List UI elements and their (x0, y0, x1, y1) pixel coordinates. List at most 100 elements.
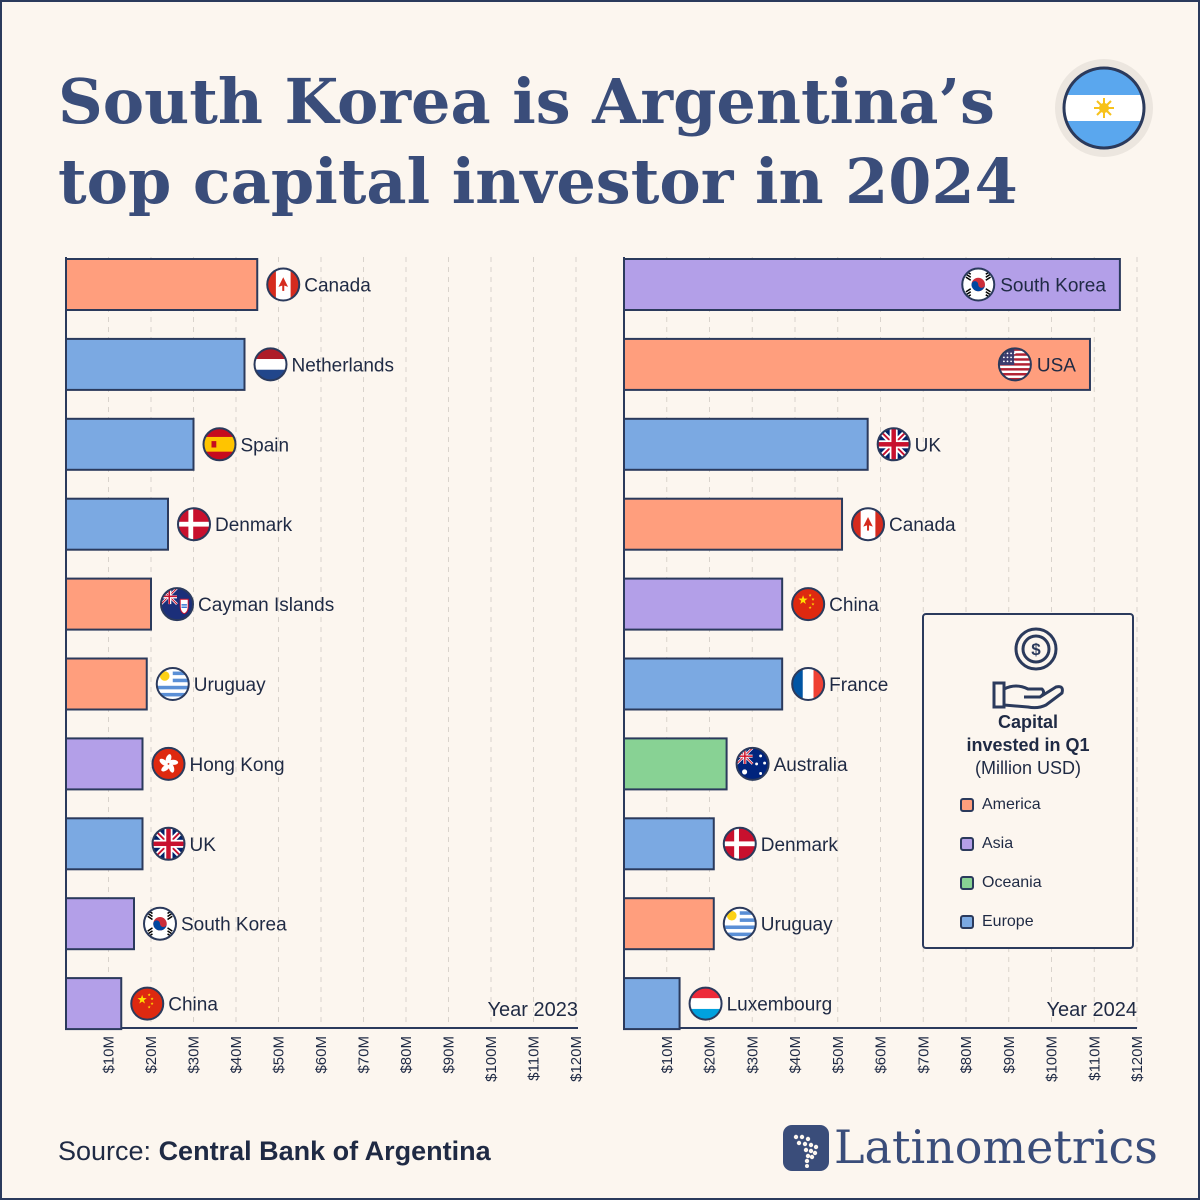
label-denmark: Denmark (761, 835, 839, 856)
legend-label-oceania: Oceania (982, 874, 1042, 891)
tick-label: $70M (356, 1036, 373, 1074)
page-title: South Korea is Argentina’s top capital i… (58, 62, 1018, 222)
bar-australia (623, 737, 728, 791)
legend-title: Capital invested in Q1 (Million USD) (924, 711, 1132, 780)
tick-label: $50M (830, 1036, 847, 1074)
label-uk: UK (915, 435, 942, 456)
latinometrics-logo-icon (783, 1125, 829, 1171)
bar-canada (65, 258, 259, 311)
legend-item-europe: Europe (960, 912, 1034, 932)
tick-label: $80M (398, 1036, 415, 1074)
coin-in-hand-icon: $ (992, 627, 1064, 710)
tick-label: $80M (958, 1036, 975, 1074)
spain-flag-icon (202, 427, 237, 462)
canada-flag-icon (266, 267, 301, 302)
legend-swatch-asia (960, 837, 974, 851)
legend-title-line-1: Capital (997, 712, 1058, 732)
tick-label: $120M (1129, 1036, 1146, 1082)
bar-hong-kong (65, 737, 144, 791)
bar-denmark (623, 817, 715, 871)
label-uk: UK (190, 835, 217, 856)
chart-year-2023: Canada Netherlands Spain Denmark Cayman Isla… (65, 257, 585, 1082)
label-uruguay: Uruguay (761, 915, 833, 936)
legend-label-asia: Asia (982, 835, 1014, 852)
svg-text:$: $ (1031, 640, 1041, 659)
bar-uruguay (65, 657, 148, 711)
tick-label: $30M (744, 1036, 761, 1074)
uruguay-flag-icon (155, 667, 190, 701)
bar-canada (623, 497, 844, 551)
label-south-korea: South Korea (1000, 276, 1106, 297)
label-hong-kong: Hong Kong (190, 755, 285, 776)
tick-label: $10M (659, 1036, 676, 1074)
netherlands-flag-icon (253, 347, 288, 382)
france-flag-icon (791, 667, 826, 701)
legend-item-asia: Asia (960, 834, 1013, 854)
label-uruguay: Uruguay (194, 675, 266, 696)
china-flag-icon (130, 986, 165, 1021)
bar-denmark (65, 497, 169, 551)
tick-label: $110M (526, 1036, 543, 1081)
legend-unit: (Million USD) (974, 758, 1081, 778)
bar-china (65, 977, 123, 1031)
australia-flag-icon (735, 746, 770, 781)
south-korea-flag-icon (961, 267, 996, 302)
cayman-islands-flag-icon (160, 587, 194, 622)
label-spain: Spain (241, 435, 290, 456)
uk-flag-icon (876, 427, 911, 462)
china-flag-icon (791, 587, 826, 622)
label-china: China (829, 595, 879, 616)
bar-uk (623, 417, 869, 471)
tick-label: $100M (1044, 1036, 1061, 1082)
tick-label: $50M (271, 1036, 288, 1074)
legend-item-oceania: Oceania (960, 873, 1042, 893)
brand-name: Latinometrics (834, 1120, 1158, 1174)
gridlines (108, 257, 577, 1028)
legend-swatch-europe (960, 915, 974, 929)
bar-south-korea (65, 897, 135, 951)
bar-uruguay (623, 897, 715, 951)
hong-kong-flag-icon (151, 746, 186, 781)
label-canada: Canada (304, 276, 371, 297)
south-korea-flag-icon (143, 906, 177, 941)
title-line-2: top capital investor in 2024 (58, 145, 1018, 218)
label-china: China (168, 995, 218, 1016)
argentina-flag-icon (1055, 59, 1153, 157)
label-south-korea: South Korea (181, 915, 287, 936)
tick-label: $20M (702, 1036, 719, 1074)
tick-label: $40M (228, 1036, 245, 1074)
denmark-flag-icon (722, 826, 757, 861)
uruguay-flag-icon (722, 906, 757, 941)
tick-label: $100M (483, 1036, 500, 1082)
bar-china (623, 577, 784, 631)
tick-label: $10M (101, 1036, 118, 1074)
chart-year-2024: South Korea USA UK Canada China France Austral… (623, 257, 1146, 1082)
denmark-flag-icon (177, 507, 211, 542)
legend-swatch-america (960, 798, 974, 812)
bar-netherlands (65, 337, 246, 391)
bar-uk (65, 817, 144, 871)
tick-label: $60M (313, 1036, 330, 1074)
tick-label: $120M (568, 1036, 585, 1082)
source-name: Central Bank of Argentina (158, 1136, 491, 1166)
bar-spain (65, 417, 195, 471)
tick-label: $30M (186, 1036, 203, 1074)
label-australia: Australia (774, 755, 848, 776)
usa-flag-icon (997, 347, 1032, 382)
label-cayman-islands: Cayman Islands (198, 595, 334, 616)
year-label: Year 2023 (488, 999, 578, 1021)
canada-flag-icon (851, 507, 886, 542)
label-canada: Canada (889, 515, 956, 536)
luxembourg-flag-icon (688, 986, 723, 1021)
legend-label-europe: Europe (982, 913, 1034, 930)
source-note: Source: Central Bank of Argentina (58, 1136, 491, 1167)
tick-label: $110M (1086, 1036, 1103, 1081)
bar-luxembourg (623, 977, 681, 1031)
label-luxembourg: Luxembourg (727, 995, 833, 1016)
legend-label-america: America (982, 796, 1041, 813)
label-france: France (829, 675, 888, 696)
bar-south-korea (623, 258, 1121, 311)
tick-label: $90M (441, 1036, 458, 1074)
